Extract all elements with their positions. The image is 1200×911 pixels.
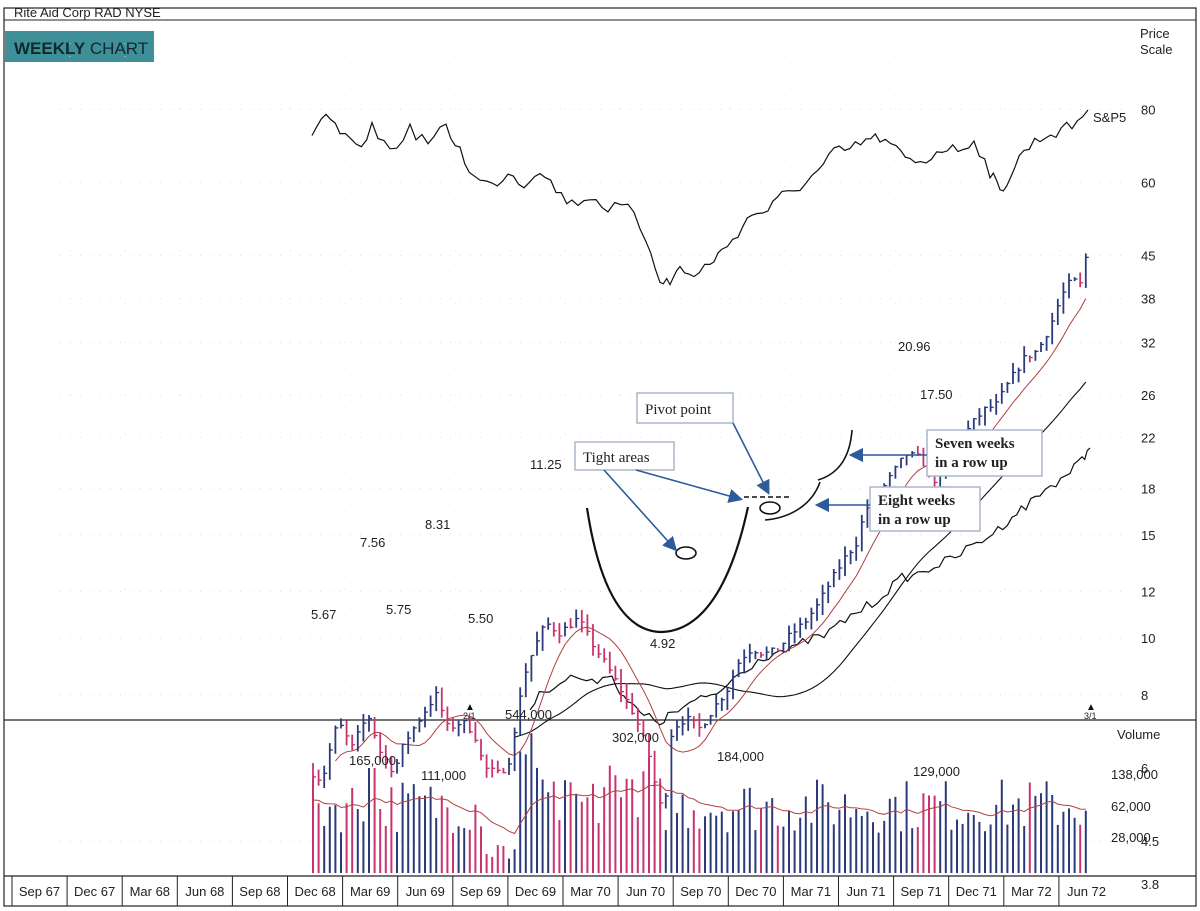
price-tick-3: 38: [1141, 292, 1155, 307]
volume-label-544000: 544,000: [505, 707, 552, 722]
price-tick-2: 45: [1141, 249, 1155, 264]
chart-title: Rite Aid Corp RAD NYSE: [14, 5, 161, 20]
x-axis-label-12: Sep 70: [680, 884, 721, 899]
price-label-575: 5.75: [386, 602, 411, 617]
price-tick-10: 10: [1141, 631, 1155, 646]
marker-up-arrow-1: ▲: [465, 702, 475, 713]
price-tick-0: 80: [1141, 102, 1155, 117]
x-axis-label-13: Dec 70: [735, 884, 776, 899]
x-axis-label-2: Mar 68: [130, 884, 170, 899]
price-tick-5: 26: [1141, 388, 1155, 403]
x-axis-label-9: Dec 69: [515, 884, 556, 899]
price-label-756: 7.56: [360, 535, 385, 550]
x-axis-label-7: Jun 69: [406, 884, 445, 899]
seven-weeks-callout-box: [926, 429, 1043, 477]
tight-callout-text: Tight areas: [583, 450, 650, 466]
weekly-chart-badge: [5, 31, 154, 62]
price-label-550: 5.50: [468, 611, 493, 626]
date-markers: ▲ 2/1 ▲ 3/1: [463, 702, 1097, 721]
x-axis-label-15: Jun 71: [846, 884, 885, 899]
price-labels: 5.67 7.56 5.75 8.31 5.50 11.25 4.92 20.9…: [311, 339, 953, 651]
x-axis: Sep 67 Dec 67 Mar 68 Jun 68 Sep 68 Dec 68 Mar …: [11, 876, 1106, 906]
tight-area-ellipse-1: [675, 546, 697, 560]
pivot-callout-box: [636, 392, 734, 424]
volume-bars: [312, 733, 1087, 873]
eight-weeks-callout-line2: in a row up: [878, 512, 951, 528]
price-label-831: 8.31: [425, 517, 450, 532]
volume-tick-2: 28,000: [1111, 830, 1151, 845]
volume-tick-1: 62,000: [1111, 799, 1151, 814]
price-label-2096: 20.96: [898, 339, 931, 354]
pivot-arrow: [732, 422, 770, 495]
x-axis-label-3: Jun 68: [185, 884, 224, 899]
x-axis-label-10: Mar 70: [570, 884, 610, 899]
marker-3-1: 3/1: [1084, 711, 1097, 721]
price-tick-4: 32: [1141, 335, 1155, 350]
price-label-492: 4.92: [650, 636, 675, 651]
price-tick-1: 60: [1141, 175, 1155, 190]
price-label-1125: 11.25: [530, 457, 562, 472]
price-scale-ticks: 80 60 45 38 32 26 22 18 15 12 10 8 6 4.5 3.8: [1141, 102, 1159, 892]
price-tick-7: 18: [1141, 482, 1155, 497]
x-axis-label-19: Jun 72: [1067, 884, 1106, 899]
eight-weeks-callout-box: [869, 486, 981, 532]
volume-label-302000: 302,000: [612, 730, 659, 745]
moving-average-long: [514, 381, 1087, 738]
eight-weeks-callout-line1: Eight weeks: [878, 493, 955, 509]
marker-2-1: 2/1: [463, 711, 476, 721]
seven-weeks-bracket: [817, 429, 853, 481]
volume-label-129000: 129,000: [913, 764, 960, 779]
chart-frame: [3, 7, 1197, 907]
volume-moving-average: [312, 784, 1086, 835]
x-axis-label-11: Jun 70: [626, 884, 665, 899]
price-scale-title-2: Scale: [1140, 42, 1173, 57]
callouts: Pivot point Tight areas Seven weeks in a…: [574, 392, 1043, 552]
x-axis-label-6: Mar 69: [350, 884, 390, 899]
volume-tick-0: 138,000: [1111, 767, 1158, 782]
price-scale-title-1: Price: [1140, 26, 1170, 41]
price-tick-11: 8: [1141, 688, 1148, 703]
x-axis-label-18: Mar 72: [1011, 884, 1051, 899]
volume-scale-ticks: 138,000 62,000 28,000: [1111, 767, 1158, 845]
price-label-1750: 17.50: [920, 387, 953, 402]
eight-weeks-bracket: [764, 481, 821, 521]
price-tick-9: 12: [1141, 585, 1155, 600]
price-label-567: 5.67: [311, 607, 336, 622]
x-axis-label-0: Sep 67: [19, 884, 60, 899]
x-axis-label-17: Dec 71: [956, 884, 997, 899]
weekly-chart-badge-label: WEEKLY CHART: [14, 39, 148, 58]
x-axis-label-8: Sep 69: [460, 884, 501, 899]
volume-label-165000: 165,000: [349, 753, 396, 768]
seven-weeks-callout-line2: in a row up: [935, 455, 1008, 471]
sp500-label: S&P5: [1093, 110, 1126, 125]
marker-up-arrow-2: ▲: [1086, 702, 1096, 713]
x-axis-label-4: Sep 68: [239, 884, 280, 899]
price-tick-12: 6: [1141, 761, 1148, 776]
tight-area-ellipse-2: [759, 501, 781, 515]
cup-outline: [585, 506, 750, 634]
seven-weeks-callout-line1: Seven weeks: [935, 436, 1015, 452]
sp500-line: [311, 109, 1089, 287]
tight-arrow-1: [635, 469, 744, 503]
price-tick-6: 22: [1141, 431, 1155, 446]
price-tick-13: 4.5: [1141, 834, 1159, 849]
volume-scale-title: Volume: [1117, 727, 1160, 742]
tight-callout-box: [574, 441, 675, 471]
x-axis-label-14: Mar 71: [791, 884, 831, 899]
volume-label-184000: 184,000: [717, 749, 764, 764]
x-axis-label-5: Dec 68: [294, 884, 335, 899]
volume-labels: 544,000 165,000 111,000 302,000 184,000 …: [349, 707, 960, 783]
pivot-callout-text: Pivot point: [645, 402, 712, 418]
relative-strength-line: [529, 447, 1091, 726]
price-bars: [312, 253, 1089, 811]
price-tick-14: 3.8: [1141, 877, 1159, 892]
volume-label-111000: 111,000: [421, 768, 466, 783]
x-axis-label-16: Sep 71: [900, 884, 941, 899]
x-axis-label-1: Dec 67: [74, 884, 115, 899]
tight-arrow-2: [603, 469, 678, 552]
price-tick-8: 15: [1141, 528, 1155, 543]
